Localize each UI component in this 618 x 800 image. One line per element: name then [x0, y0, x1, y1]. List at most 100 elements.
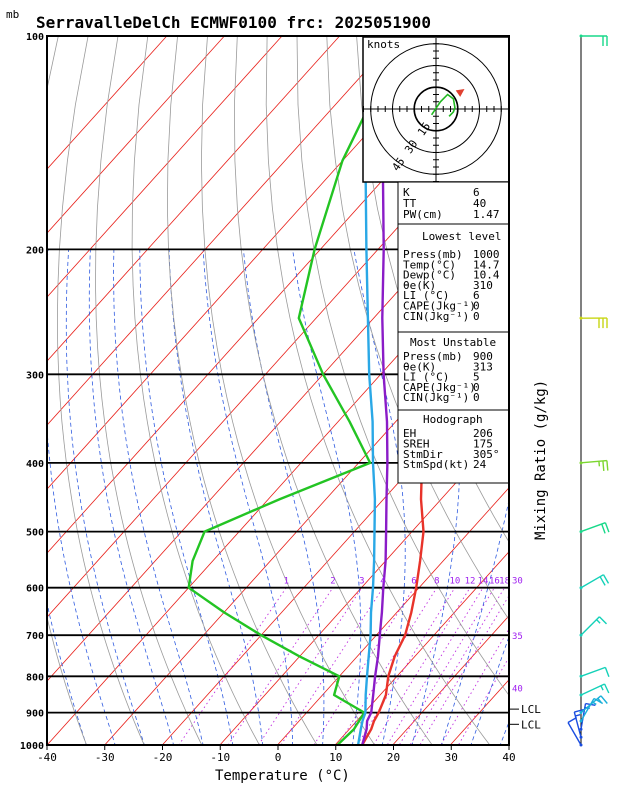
wind-barb — [579, 34, 608, 46]
wind-barb-feather — [604, 522, 610, 533]
hodograph-info-label: EH — [403, 427, 416, 440]
x-tick-label: 30 — [445, 751, 458, 764]
wind-barb-feather — [602, 574, 610, 584]
wind-barb-feather — [601, 523, 606, 534]
lowest-level-value: 0 — [473, 300, 480, 313]
pressure-tick-label: 500 — [26, 528, 44, 539]
wind-barb — [573, 708, 585, 739]
dry-adiabat — [265, 36, 491, 745]
pressure-tick-label: 900 — [26, 709, 44, 720]
lowest-level-value: 0 — [473, 310, 480, 323]
hodograph-info-value: 305° — [473, 448, 500, 461]
lowest-level-value: 1000 — [473, 248, 500, 261]
hodograph-wind-trace — [430, 93, 456, 117]
dry-adiabat — [296, 36, 509, 696]
dry-adiabat — [166, 36, 318, 745]
mixing-ratio-line — [386, 587, 484, 745]
lowest-level-label: θe(K) — [403, 279, 436, 292]
dry-adiabat — [595, 36, 618, 760]
lcl-label: LCL — [521, 703, 541, 716]
index-label: TT — [403, 197, 417, 210]
most-unstable-header: Most Unstable — [410, 336, 496, 349]
mixing-ratio-line — [440, 628, 509, 745]
mixing-ratio-label: 16 — [489, 577, 500, 587]
pressure-tick-label: 600 — [26, 584, 44, 595]
mixing-ratio-line — [372, 587, 471, 745]
moist-adiabat — [243, 249, 325, 745]
edge-labels: 30 35 40 LCL LCL — [509, 577, 541, 731]
mixing-ratio-line — [280, 587, 384, 745]
wind-barb-dot — [579, 727, 583, 731]
x-tick-label: -40 — [37, 751, 57, 764]
wind-barb-dot — [579, 743, 583, 747]
mixing-ratio-label: 8 — [434, 577, 439, 587]
most-unstable-value: 900 — [473, 350, 493, 363]
storm-motion-arrow — [455, 89, 465, 97]
lowest-level-label: CIN(Jkg⁻¹) — [403, 310, 469, 323]
pressure-tick-label: 100 — [26, 32, 44, 43]
mixing-ratio-axis-label: Mixing Ratio (g/kg) — [533, 380, 549, 540]
isotherm — [507, 743, 509, 745]
wind-barb-shaft — [580, 574, 604, 589]
isotherm — [47, 36, 283, 298]
chart-title: SerravalleDelCh ECMWF0100 frc: 202505190… — [36, 13, 431, 32]
index-value: 6 — [473, 186, 480, 199]
moist-adiabat — [353, 249, 406, 745]
hodograph-info-label: StmDir — [403, 448, 443, 461]
x-tick-label: 40 — [502, 751, 515, 764]
dry-adiabat — [326, 36, 509, 621]
lowest-level-header: Lowest level — [422, 230, 501, 243]
index-label: K — [403, 186, 410, 199]
wind-barb-feather — [600, 685, 604, 691]
hodograph-info-value: 175 — [473, 437, 493, 450]
dry-adiabats — [47, 36, 618, 760]
mixing-ratio-line — [178, 587, 287, 745]
hodograph-info-label: StmSpd(kt) — [403, 458, 469, 471]
isotherm — [47, 36, 340, 362]
moist-adiabat — [168, 249, 264, 745]
hodograph-info-rows: EH 206 SREH 175 StmDir 305° StmSpd(kt) 24 — [403, 427, 500, 471]
wind-barb-feather — [603, 683, 610, 694]
hodograph-ring-label: 30 — [402, 138, 420, 156]
most-unstable-label: Press(mb) — [403, 350, 463, 363]
dry-adiabat — [56, 36, 145, 745]
wind-barb-dot — [579, 461, 583, 465]
most-unstable-value: 0 — [473, 381, 480, 394]
wind-barb-dot — [579, 586, 583, 590]
most-unstable-label: CAPE(Jkg⁻¹) — [403, 381, 476, 394]
series-virtual-parcel — [356, 36, 393, 745]
hodograph-unit-label: knots — [367, 38, 400, 51]
most-unstable-value: 313 — [473, 360, 493, 373]
hodograph-ring-label: 45 — [389, 155, 407, 173]
mixing-ratio-label: 1 — [284, 577, 289, 587]
mixing-ratio-labels: 1 2 3 4 6 8 10 12 14 16 18 — [284, 577, 510, 587]
mixing-ratio-label: 6 — [411, 577, 416, 587]
wind-barb-shaft — [567, 722, 582, 746]
moist-adiabat — [139, 249, 234, 745]
lowest-level-rows: Press(mb) 1000 Temp(°C) 14.7 Dewp(°C) 10.4 θe(… — [403, 248, 500, 323]
mixing-ratio-line — [457, 656, 509, 745]
hodograph-ring-label: 15 — [415, 120, 433, 138]
index-label: PW(cm) — [403, 208, 443, 221]
moist-adiabat — [202, 249, 294, 745]
lcl-label: LCL — [521, 718, 541, 731]
wind-barb — [579, 695, 608, 715]
index-value: 40 — [473, 197, 486, 210]
lowest-level-label: CAPE(Jkg⁻¹) — [403, 300, 476, 313]
isotherm — [219, 423, 509, 745]
edge-label: 30 — [512, 577, 523, 587]
wind-barb-dot — [579, 719, 583, 723]
wind-barb — [579, 459, 609, 471]
wind-barb-feather — [599, 576, 606, 586]
wind-barb-feather — [606, 460, 609, 471]
wind-barb-feather — [575, 714, 581, 717]
dry-adiabat — [566, 36, 618, 760]
info-panel: K 6 TT 40 PW(cm) 1.47 Lowest level Press(mb) 1… — [397, 181, 510, 484]
wind-barb-shaft — [580, 616, 600, 636]
hodograph-info-header: Hodograph — [423, 413, 483, 426]
hodograph-trace — [430, 89, 465, 117]
x-tick-label: -30 — [95, 751, 115, 764]
dry-adiabat — [233, 36, 433, 745]
wind-barb-feather — [604, 667, 610, 678]
